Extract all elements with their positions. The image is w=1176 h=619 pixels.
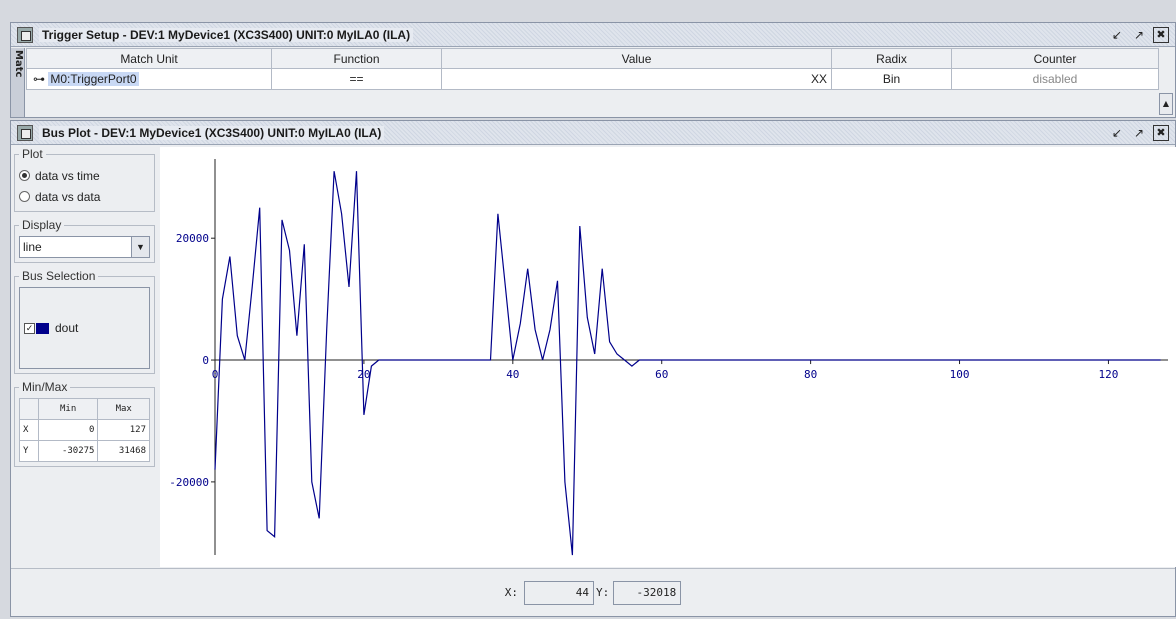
x-value-field[interactable]: 44	[524, 581, 594, 605]
plot-options-panel: Plot data vs time data vs data Display l…	[12, 147, 157, 567]
minmax-group: Min/Max Min Max X 0 127 Y -30275 31468	[14, 380, 155, 467]
minmax-x-max: 127	[98, 420, 150, 441]
x-label: X:	[505, 586, 518, 599]
minmax-x-min: 0	[38, 420, 98, 441]
x-tick-label: 80	[804, 368, 817, 381]
x-tick-label: 20	[357, 368, 370, 381]
trigger-setup-window: Trigger Setup - DEV:1 MyDevice1 (XC3S400…	[10, 22, 1176, 118]
scroll-up-arrow[interactable]: ▲	[1159, 93, 1173, 115]
x-tick-label: 60	[655, 368, 668, 381]
match-unit-label: M0:TriggerPort0	[48, 72, 138, 86]
y-value-field[interactable]: -32018	[613, 581, 681, 605]
trigger-table: Match Unit Function Value Radix Counter …	[26, 48, 1159, 90]
minmax-y-min: -30275	[38, 441, 98, 462]
y-label: Y:	[596, 586, 609, 599]
minmax-y-max: 31468	[98, 441, 150, 462]
close-icon[interactable]: ✖	[1153, 27, 1169, 43]
close-icon[interactable]: ✖	[1153, 125, 1169, 141]
bus-selection-legend: Bus Selection	[19, 269, 98, 283]
app-icon	[17, 27, 33, 43]
radio-data-vs-time[interactable]: data vs time	[19, 165, 150, 186]
match-unit-cell[interactable]: ⊶ M0:TriggerPort0	[27, 69, 272, 90]
col-radix[interactable]: Radix	[832, 49, 952, 69]
minmax-table: Min Max X 0 127 Y -30275 31468	[19, 398, 150, 462]
trigger-window-title: Trigger Setup - DEV:1 MyDevice1 (XC3S400…	[39, 28, 413, 42]
bus-plot-chart[interactable]: -20000 0 20000 0 20 40 60 80 100 120	[160, 147, 1176, 567]
bus-plot-window: Bus Plot - DEV:1 MyDevice1 (XC3S400) UNI…	[10, 120, 1176, 617]
y-tick-label: -20000	[169, 476, 209, 489]
radio-label: data vs time	[35, 169, 100, 183]
radix-cell[interactable]: Bin	[832, 69, 952, 90]
y-tick-label: 20000	[176, 232, 209, 245]
cursor-status-bar: X: 44 Y: -32018	[11, 568, 1175, 616]
app-icon	[17, 125, 33, 141]
dout-series-line	[215, 171, 1161, 555]
busplot-titlebar[interactable]: Bus Plot - DEV:1 MyDevice1 (XC3S400) UNI…	[11, 121, 1175, 145]
chevron-down-icon[interactable]: ▼	[131, 237, 149, 257]
col-function[interactable]: Function	[272, 49, 442, 69]
radio-data-vs-data[interactable]: data vs data	[19, 186, 150, 207]
col-counter[interactable]: Counter	[952, 49, 1159, 69]
maximize-icon[interactable]: ↗	[1131, 27, 1147, 43]
table-row: X 0 127	[20, 420, 150, 441]
counter-cell[interactable]: disabled	[952, 69, 1159, 90]
x-tick-label: 120	[1099, 368, 1119, 381]
plot-group: Plot data vs time data vs data	[14, 147, 155, 212]
x-tick-label: 100	[950, 368, 970, 381]
busplot-window-title: Bus Plot - DEV:1 MyDevice1 (XC3S400) UNI…	[39, 126, 384, 140]
minmax-header-max: Max	[98, 399, 150, 420]
dout-label: dout	[55, 321, 78, 335]
col-match-unit[interactable]: Match Unit	[27, 49, 272, 69]
minmax-axis-x: X	[20, 420, 39, 441]
minmax-legend: Min/Max	[19, 380, 70, 394]
minmax-header-blank	[20, 399, 39, 420]
minmax-header-min: Min	[38, 399, 98, 420]
display-group: Display line ▼	[14, 218, 155, 263]
radio-label: data vs data	[35, 190, 100, 204]
display-select-value: line	[20, 237, 131, 257]
minimize-icon[interactable]: ↙	[1109, 27, 1125, 43]
radio-selected-icon[interactable]	[19, 170, 30, 181]
plot-svg[interactable]: -20000 0 20000 0 20 40 60 80 100 120	[160, 147, 1176, 567]
match-side-tab[interactable]: Matc	[11, 48, 25, 117]
display-legend: Display	[19, 218, 64, 232]
minimize-icon[interactable]: ↙	[1109, 125, 1125, 141]
col-value[interactable]: Value	[442, 49, 832, 69]
minmax-axis-y: Y	[20, 441, 39, 462]
x-tick-label: 40	[506, 368, 519, 381]
y-tick-label: 0	[202, 354, 209, 367]
table-row[interactable]: ⊶ M0:TriggerPort0 == XX Bin disabled	[27, 69, 1159, 90]
radio-unselected-icon[interactable]	[19, 191, 30, 202]
dout-checkbox[interactable]: ✓	[24, 323, 35, 334]
display-select[interactable]: line ▼	[19, 236, 150, 258]
bus-selection-group: Bus Selection ✓ dout	[14, 269, 155, 374]
dout-color-swatch[interactable]	[36, 323, 49, 334]
maximize-icon[interactable]: ↗	[1131, 125, 1147, 141]
table-row: Y -30275 31468	[20, 441, 150, 462]
function-cell[interactable]: ==	[272, 69, 442, 90]
plot-legend: Plot	[19, 147, 46, 161]
x-tick-label: 0	[212, 368, 219, 381]
bus-list: ✓ dout	[19, 287, 150, 369]
value-cell[interactable]: XX	[442, 69, 832, 90]
trigger-titlebar[interactable]: Trigger Setup - DEV:1 MyDevice1 (XC3S400…	[11, 23, 1175, 47]
